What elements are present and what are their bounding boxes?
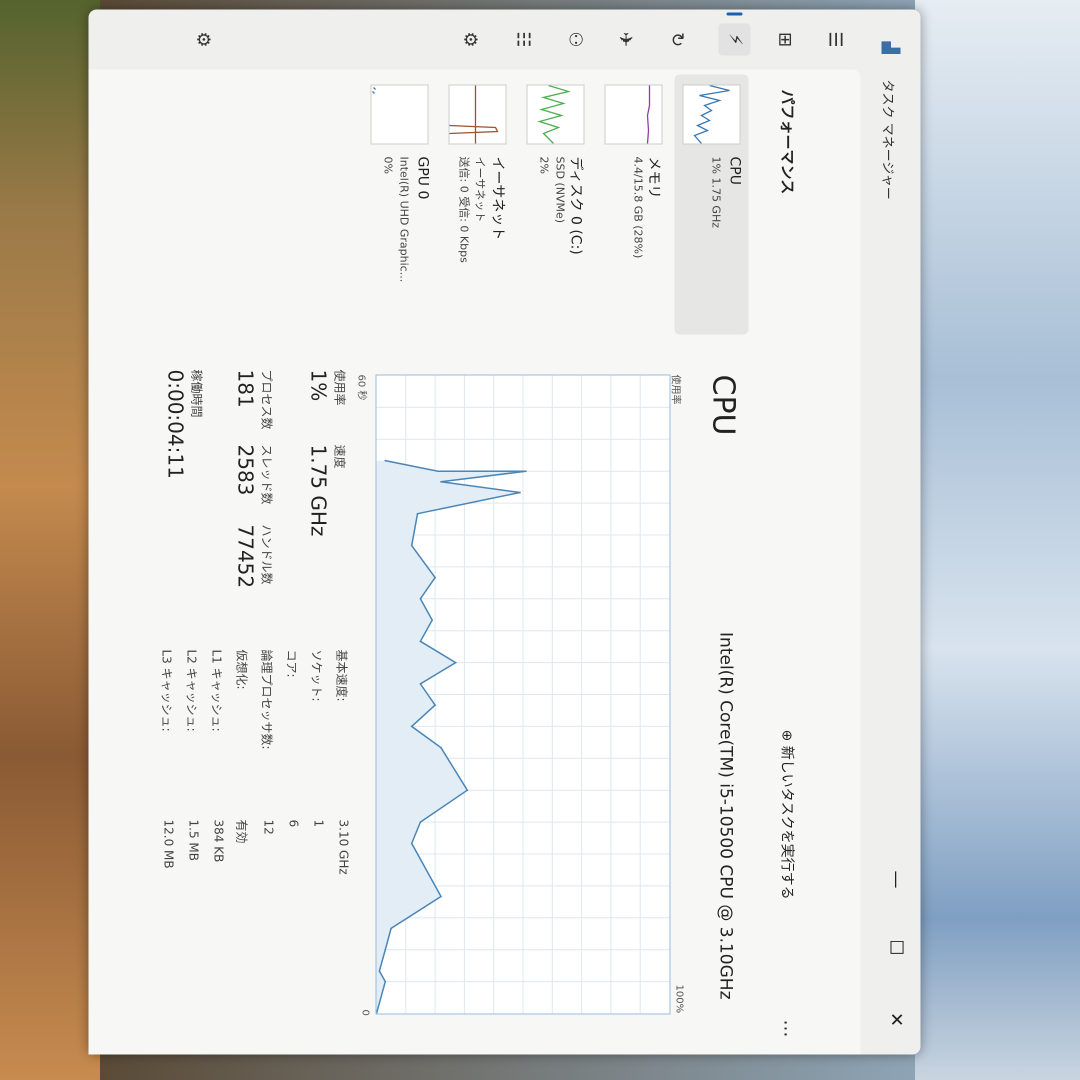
nav-app-history-icon[interactable]: ↻ bbox=[666, 31, 687, 48]
resource-detail-2: 0% bbox=[381, 156, 394, 174]
run-new-task-button[interactable]: ⊕ 新しいタスクを実行する bbox=[777, 730, 797, 900]
info-value: 12 bbox=[261, 819, 275, 835]
resource-thumbnail bbox=[526, 84, 584, 145]
nav-services-icon[interactable]: ⚙ bbox=[459, 31, 480, 48]
graph-time-label: 60 秒 bbox=[355, 374, 366, 401]
info-value: 384 KB bbox=[211, 819, 225, 863]
graph-min-label: 0 bbox=[359, 1009, 370, 1016]
resource-name: イーサネット bbox=[489, 156, 505, 241]
info-label: ソケット: bbox=[309, 649, 323, 702]
info-label: 論理プロセッサ数: bbox=[259, 649, 273, 750]
performance-page: パフォーマンス ⊕ 新しいタスクを実行する … CPU 1% 1.75 GHz メモ… bbox=[88, 69, 860, 1055]
more-options-button[interactable]: … bbox=[779, 1019, 800, 1038]
resource-item-2[interactable]: ディスク 0 (C:) SSD (NVMe) 2% bbox=[518, 75, 592, 335]
desktop-wallpaper-sky bbox=[915, 0, 1080, 1080]
info-value: 1 bbox=[311, 819, 325, 828]
info-label: L1 キャッシュ: bbox=[209, 649, 223, 732]
resource-thumbnail bbox=[448, 84, 506, 145]
nav-selection-indicator bbox=[726, 12, 742, 16]
maximize-button[interactable]: ☐ bbox=[885, 939, 906, 956]
title-bar[interactable]: ▟ タスク マネージャー — ☐ ✕ bbox=[860, 10, 920, 1055]
nav-details-icon[interactable]: ☷ bbox=[512, 31, 533, 48]
minimize-button[interactable]: — bbox=[885, 870, 906, 889]
thumbnail-graph bbox=[692, 84, 730, 144]
info-value: 12.0 MB bbox=[161, 819, 175, 869]
info-label: 基本速度: bbox=[334, 649, 348, 702]
nav-startup-icon[interactable]: ✈ bbox=[614, 31, 635, 48]
speed-value: 1.75 GHz bbox=[306, 444, 330, 537]
info-value: 6 bbox=[286, 819, 300, 828]
resource-name: メモリ bbox=[645, 156, 661, 199]
resource-thumbnail bbox=[370, 84, 428, 145]
uptime-label: 稼働時間 bbox=[189, 369, 203, 418]
thumbnail-line bbox=[371, 87, 376, 94]
info-label: L2 キャッシュ: bbox=[184, 649, 198, 732]
task-manager-window: ▟ タスク マネージャー — ☐ ✕ ☰ ⊞ ⚡ ↻ ✈ ⚇ ☷ ⚙ ⚙ パフォーマンス ⊕ 新… bbox=[88, 9, 920, 1055]
nav-performance-icon[interactable]: ⚡ bbox=[718, 23, 750, 56]
thumbnail-graph bbox=[371, 87, 376, 94]
new-task-icon: ⊕ bbox=[778, 729, 794, 746]
cpu-usage-area bbox=[376, 460, 526, 1014]
thumbnail-graph bbox=[536, 84, 571, 144]
resource-name: ディスク 0 (C:) bbox=[567, 156, 583, 255]
handles-value: 77452 bbox=[233, 524, 257, 589]
thumbnail-line bbox=[646, 85, 650, 144]
cpu-heading: CPU bbox=[705, 374, 740, 436]
info-label: 仮想化: bbox=[234, 649, 248, 690]
cpu-model: Intel(R) Core(TM) i5-10500 CPU @ 3.10GHz bbox=[715, 632, 735, 1000]
resource-thumbnail bbox=[682, 84, 740, 145]
nav-users-icon[interactable]: ⚇ bbox=[564, 31, 585, 48]
info-label: L3 キャッシュ: bbox=[159, 649, 173, 732]
page-title: パフォーマンス bbox=[778, 89, 796, 195]
resource-detail: SSD (NVMe) bbox=[553, 156, 566, 224]
graph-max-label: 100% bbox=[673, 984, 684, 1014]
nav-settings-icon[interactable]: ⚙ bbox=[192, 31, 213, 48]
threads-value: 2583 bbox=[233, 444, 257, 496]
run-new-task-label: 新しいタスクを実行する bbox=[778, 745, 794, 900]
graph-label: 使用率 bbox=[669, 374, 680, 405]
resource-name: CPU bbox=[726, 156, 742, 185]
processes-value: 181 bbox=[233, 369, 257, 408]
info-value: 有効 bbox=[234, 819, 248, 844]
thumbnail-line bbox=[692, 84, 730, 144]
desktop-wallpaper-rock bbox=[0, 0, 100, 1080]
cpu-usage-point bbox=[375, 1012, 377, 1015]
window-title: タスク マネージャー bbox=[879, 79, 894, 200]
speed-label: 速度 bbox=[332, 444, 346, 469]
usage-value: 1% bbox=[306, 369, 330, 402]
resource-item-4[interactable]: GPU 0 Intel(R) UHD Graphic... 0% bbox=[362, 75, 436, 335]
threads-label: スレッド数 bbox=[259, 444, 273, 505]
thumbnail-graph bbox=[646, 85, 650, 144]
resource-detail-2: 送信: 0 受信: 0 Kbps bbox=[457, 156, 470, 263]
resource-item-0[interactable]: CPU 1% 1.75 GHz bbox=[674, 74, 748, 335]
resource-thumbnail bbox=[604, 84, 662, 145]
thumbnail-line bbox=[536, 84, 571, 144]
resource-detail-2: 2% bbox=[537, 156, 550, 174]
processes-label: プロセス数 bbox=[259, 369, 273, 430]
handles-label: ハンドル数 bbox=[259, 524, 273, 585]
resource-item-3[interactable]: イーサネット イーサネット 送信: 0 受信: 0 Kbps bbox=[440, 75, 514, 335]
close-button[interactable]: ✕ bbox=[885, 1011, 906, 1028]
resource-detail: 4.4/15.8 GB (28%) bbox=[631, 156, 644, 259]
cpu-usage-graph bbox=[375, 374, 670, 1015]
resource-detail: 1% 1.75 GHz bbox=[709, 156, 722, 229]
thumbnail-line bbox=[448, 85, 499, 144]
resource-name: GPU 0 bbox=[414, 156, 430, 200]
info-value: 3.10 GHz bbox=[336, 819, 350, 875]
resource-item-1[interactable]: メモリ 4.4/15.8 GB (28%) bbox=[596, 75, 670, 335]
nav-sidebar: ☰ ⊞ ⚡ ↻ ✈ ⚇ ☷ ⚙ ⚙ bbox=[88, 10, 860, 70]
resource-detail: イーサネット bbox=[473, 156, 486, 223]
task-manager-icon: ▟ bbox=[881, 41, 900, 54]
nav-processes-icon[interactable]: ⊞ bbox=[774, 31, 795, 48]
usage-label: 使用率 bbox=[332, 369, 346, 406]
uptime-value: 0:00:04:11 bbox=[163, 369, 187, 479]
resource-detail: Intel(R) UHD Graphic... bbox=[397, 156, 410, 283]
info-value: 1.5 MB bbox=[186, 819, 200, 861]
thumbnail-graph bbox=[448, 85, 499, 144]
nav-hamburger-icon[interactable]: ☰ bbox=[824, 31, 845, 48]
info-label: コア: bbox=[284, 649, 298, 678]
